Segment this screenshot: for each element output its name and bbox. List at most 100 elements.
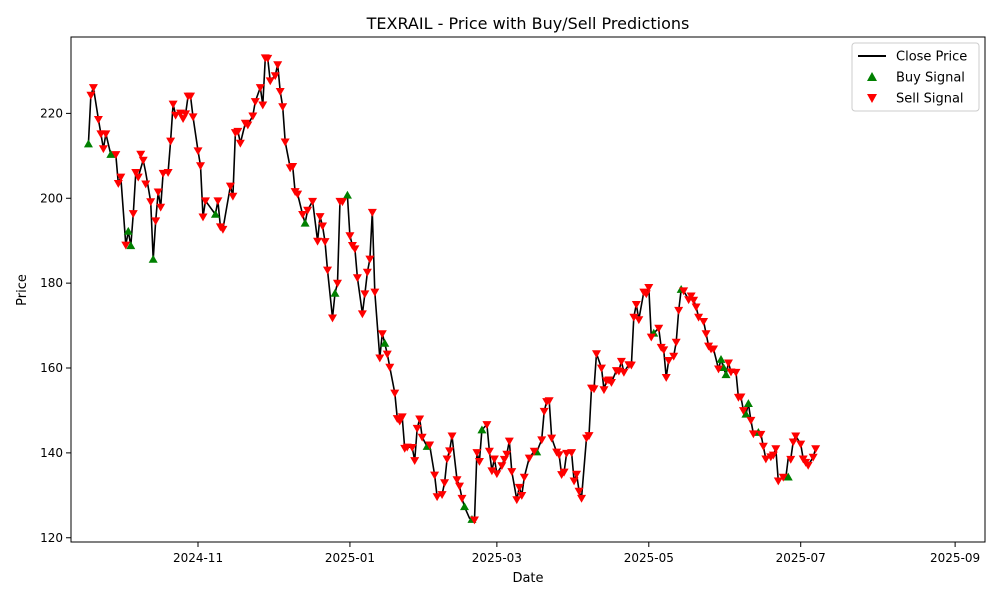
legend-box	[851, 42, 980, 112]
x-axis-label: Date	[512, 571, 543, 586]
sell-signal-marker	[669, 352, 679, 361]
sell-signal-marker	[654, 324, 664, 333]
sell-signal-marker	[188, 113, 198, 122]
sell-signal-marker	[228, 192, 238, 201]
x-tick-label: 2025-01	[325, 551, 375, 565]
sell-signal-marker	[86, 91, 96, 100]
sell-signal-marker	[709, 345, 719, 354]
sell-signal-marker	[273, 61, 283, 70]
sell-signal-marker	[198, 213, 208, 222]
sell-signal-marker	[445, 447, 455, 456]
x-tick-label: 2025-09	[930, 551, 980, 565]
sell-signal-marker	[370, 288, 380, 297]
sell-signal-marker	[425, 441, 435, 450]
sell-signal-marker	[315, 213, 325, 222]
sell-signal-marker	[452, 476, 462, 485]
legend-label-close-price: Close Price	[896, 50, 967, 65]
sell-signal-marker	[258, 101, 268, 110]
sell-signal-marker	[357, 310, 367, 319]
sell-signal-marker	[731, 368, 741, 377]
sell-signal-marker	[437, 491, 447, 499]
sell-signal-marker	[345, 232, 355, 241]
sell-signal-marker	[514, 483, 524, 492]
buy-signal-marker	[148, 254, 158, 263]
y-tick-label: 120	[40, 531, 63, 545]
sell-signal-marker	[412, 424, 422, 433]
sell-signal-marker	[547, 434, 557, 443]
sell-signal-marker	[559, 468, 569, 477]
buy-signal-marker	[719, 363, 729, 371]
sell-signal-marker	[318, 222, 328, 231]
sell-signal-marker	[537, 436, 547, 445]
sell-signal-marker	[788, 438, 798, 447]
sell-signal-marker	[519, 473, 529, 482]
sell-signal-marker	[153, 188, 163, 197]
sell-signal-marker	[756, 430, 766, 439]
buy-signal-marker	[106, 150, 116, 158]
x-tick-label: 2025-07	[776, 551, 826, 565]
sell-signal-marker	[539, 407, 549, 416]
y-tick-label: 160	[40, 361, 63, 375]
sell-signal-marker	[554, 451, 564, 460]
sell-signal-marker	[679, 287, 689, 296]
sell-signal-marker	[308, 197, 318, 206]
buy-signal-marker	[716, 355, 726, 363]
sell-signal-marker	[691, 303, 701, 312]
sell-signal-marker	[626, 361, 636, 370]
sell-signal-marker	[278, 103, 288, 112]
sell-signal-marker	[382, 350, 392, 359]
sell-signal-marker	[616, 357, 626, 366]
sell-signal-marker	[771, 445, 781, 454]
sell-signal-marker	[472, 449, 482, 457]
sell-signal-marker	[432, 493, 442, 502]
legend-buy-swatch	[867, 72, 877, 81]
sell-signal-marker	[200, 197, 210, 206]
sell-signal-marker	[591, 350, 601, 359]
sell-signal-marker	[811, 445, 821, 454]
sell-signal-marker	[758, 442, 768, 451]
sell-signal-marker	[377, 330, 387, 339]
sell-signal-marker	[507, 468, 517, 477]
sell-signal-marker	[689, 296, 699, 305]
sell-signal-marker	[128, 210, 138, 219]
sell-signal-marker	[151, 217, 161, 226]
sell-signal-marker	[442, 455, 452, 464]
buy-signal-marker	[126, 241, 136, 250]
x-tick-label: 2024-11	[173, 551, 223, 565]
sell-signal-marker	[589, 385, 599, 394]
sell-signal-marker	[502, 450, 512, 459]
sell-signal-marker	[410, 457, 420, 466]
sell-signal-marker	[88, 84, 98, 92]
sell-signal-marker	[569, 477, 579, 486]
sell-signal-marker	[723, 359, 733, 368]
y-tick-label: 140	[40, 446, 63, 460]
sell-signal-marker	[360, 290, 370, 299]
sell-signal-marker	[263, 54, 273, 63]
buy-signal-marker	[123, 226, 133, 235]
sell-signal-marker	[93, 115, 103, 124]
sell-signal-marker	[761, 455, 771, 464]
sell-signal-marker	[133, 173, 143, 182]
buy-signal-marker	[380, 338, 390, 347]
sell-signal-marker	[694, 313, 704, 322]
buy-signal-marker	[783, 472, 793, 481]
sell-signal-marker	[367, 208, 377, 217]
sell-signal-marker	[567, 449, 577, 457]
sell-signal-marker	[365, 255, 375, 264]
sell-signal-marker	[136, 150, 146, 159]
y-tick-label: 200	[40, 191, 63, 205]
sell-signal-marker	[482, 421, 492, 429]
sell-signal-marker	[293, 190, 303, 199]
sell-signal-marker	[121, 241, 131, 250]
sell-signal-marker	[390, 389, 400, 398]
sell-signal-marker	[196, 162, 206, 171]
sell-signal-marker	[544, 397, 554, 406]
sell-signal-marker	[469, 516, 479, 525]
sell-signal-marker	[98, 145, 108, 154]
sell-signal-marker	[572, 470, 582, 479]
marker-layer	[83, 54, 821, 525]
sell-signal-marker	[808, 453, 818, 462]
sell-signal-marker	[235, 139, 245, 148]
